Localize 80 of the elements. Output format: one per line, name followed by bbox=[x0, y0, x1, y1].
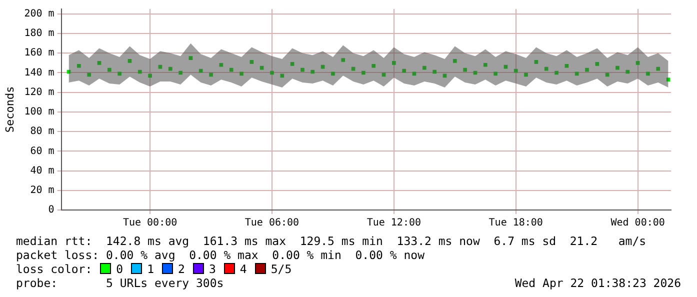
point bbox=[432, 70, 436, 74]
point bbox=[372, 64, 376, 68]
point bbox=[574, 72, 579, 76]
point bbox=[290, 62, 294, 66]
y-tick-label: 60 m bbox=[30, 146, 54, 157]
point bbox=[483, 62, 488, 67]
point bbox=[341, 58, 346, 62]
text: 3 bbox=[208, 262, 216, 276]
text: Wed Apr 22 01:38:23 2026 bbox=[514, 276, 681, 290]
point bbox=[168, 66, 172, 71]
point bbox=[229, 68, 234, 72]
y-tick-label: 100 m bbox=[24, 106, 54, 118]
y-tick-label: 0 bbox=[48, 204, 54, 216]
point bbox=[504, 64, 508, 69]
point bbox=[626, 70, 630, 74]
y-tick-label: 40 m bbox=[30, 165, 54, 176]
y-axis-title: Seconds bbox=[3, 86, 16, 133]
y-tick-label: 140 m bbox=[24, 67, 54, 78]
point bbox=[585, 68, 589, 72]
point bbox=[595, 62, 600, 66]
point bbox=[402, 68, 406, 73]
point bbox=[300, 68, 304, 72]
point bbox=[320, 64, 325, 69]
point bbox=[554, 70, 558, 75]
point bbox=[250, 60, 254, 64]
text: 5/5 bbox=[270, 262, 292, 276]
point bbox=[524, 72, 528, 77]
point bbox=[666, 78, 670, 82]
point bbox=[198, 68, 203, 73]
x-tick-label: Tue 06:00 bbox=[244, 218, 300, 229]
y-tick-label: 200 m bbox=[24, 8, 54, 20]
point bbox=[564, 64, 569, 68]
text: packet loss: 0.00 % avg 0.00 % max 0.00 % min 0.00 % now bbox=[16, 248, 424, 262]
point bbox=[270, 70, 274, 75]
point bbox=[148, 74, 152, 78]
text: 2 bbox=[178, 262, 185, 276]
point bbox=[331, 72, 335, 76]
y-tick-label: 120 m bbox=[24, 86, 54, 98]
point bbox=[514, 68, 518, 73]
text: probe: 5 URLs every 300s bbox=[16, 276, 224, 290]
point bbox=[77, 64, 81, 68]
point bbox=[656, 66, 660, 71]
point bbox=[219, 62, 224, 67]
point bbox=[422, 66, 426, 70]
point bbox=[240, 72, 244, 76]
point bbox=[118, 72, 122, 76]
point bbox=[188, 56, 193, 60]
point bbox=[494, 72, 498, 76]
y-tick-label: 180 m bbox=[24, 28, 54, 40]
point bbox=[97, 61, 102, 65]
text: 4 bbox=[240, 262, 247, 276]
point bbox=[646, 72, 650, 76]
x-tick-label: Tue 12:00 bbox=[366, 218, 422, 229]
point bbox=[636, 61, 640, 65]
point bbox=[280, 74, 284, 78]
point bbox=[362, 70, 366, 75]
y-tick-label: 20 m bbox=[30, 184, 54, 196]
point bbox=[534, 60, 538, 64]
text: median rtt: 142.8 ms avg 161.3 ms max 129.5 ms min 133.2 ms now 6.7 ms sd 21.2 am/s bbox=[16, 234, 646, 248]
point bbox=[209, 72, 213, 77]
point bbox=[463, 68, 467, 72]
text: 1 bbox=[147, 262, 154, 276]
point bbox=[87, 72, 91, 77]
text: loss color: bbox=[16, 262, 92, 276]
point bbox=[310, 70, 315, 74]
point bbox=[138, 70, 142, 74]
point bbox=[158, 64, 162, 69]
y-tick-label: 160 m bbox=[24, 48, 54, 59]
y-tick-label: 80 m bbox=[30, 126, 54, 138]
text: 0 bbox=[116, 262, 124, 276]
point bbox=[616, 66, 620, 70]
point bbox=[107, 68, 112, 72]
point bbox=[452, 59, 457, 63]
point bbox=[178, 70, 182, 75]
point bbox=[392, 61, 396, 65]
point bbox=[128, 59, 132, 63]
point bbox=[544, 66, 548, 71]
x-tick-label: Tue 00:00 bbox=[122, 218, 178, 229]
x-tick-label: Wed 00:00 bbox=[610, 218, 665, 229]
x-tick-label: Tue 18:00 bbox=[488, 218, 543, 229]
